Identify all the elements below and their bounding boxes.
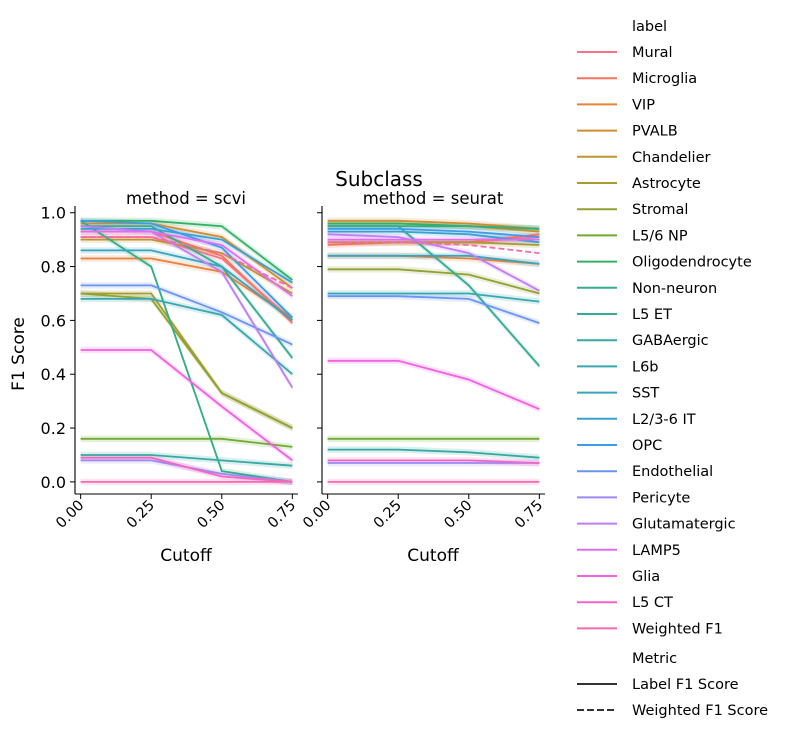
ci-band <box>327 228 540 246</box>
legend-label: L2/3-6 IT <box>632 412 696 428</box>
series-line <box>327 295 540 324</box>
legend-label: OPC <box>632 438 662 454</box>
panel-title-seurat: method = seurat <box>363 189 504 208</box>
legend-label: Endothelial <box>632 464 713 480</box>
y-tick-label: 0.4 <box>41 365 66 384</box>
legend-label: SST <box>632 386 659 402</box>
legend-label: L5 CT <box>632 595 673 611</box>
panel-scvi: 0.0 0.2 0.4 0.6 0.8 1.0 0.00 0.25 0.50 0.75 <box>41 204 300 532</box>
x-axis-label-seurat: Cutoff <box>407 546 460 566</box>
ci-band <box>80 451 293 469</box>
series-line <box>327 292 540 303</box>
series-line <box>327 448 540 459</box>
series-line <box>80 219 294 319</box>
legend-label: Glia <box>632 569 660 585</box>
legend-style-title: Metric <box>632 651 677 667</box>
series-line <box>327 268 540 295</box>
legend-label: PVALB <box>632 124 678 140</box>
legend: label Mural Microglia VIP PVALB Chandelier As… <box>577 19 768 719</box>
series-line <box>80 297 293 375</box>
series-line <box>327 359 540 411</box>
x-tick-label: 0.75 <box>265 498 299 532</box>
x-tick-label: 0.25 <box>371 498 405 532</box>
x-tick-label: 0.50 <box>194 498 228 532</box>
y-tick-label: 0.8 <box>41 258 66 277</box>
legend-style-label-solid: Label F1 Score <box>632 677 739 693</box>
series-line <box>80 292 293 429</box>
y-tick-label: 0.6 <box>41 311 66 330</box>
series-line <box>80 249 293 322</box>
legend-hue-title: label <box>632 19 667 35</box>
panel-title-scvi: method = scvi <box>126 189 246 208</box>
y-tick-label: 0.0 <box>41 473 66 492</box>
figure-title: Subclass <box>335 167 423 191</box>
series-line <box>80 456 293 483</box>
legend-label: Oligodendrocyte <box>632 255 752 271</box>
series-line <box>327 241 540 246</box>
legend-label: L5 ET <box>632 307 672 323</box>
panel-seurat: 0.00 0.25 0.50 0.75 <box>300 206 546 532</box>
series-line <box>327 227 540 238</box>
legend-label: Astrocyte <box>632 176 701 192</box>
series-line <box>327 254 540 265</box>
series-line <box>327 459 540 464</box>
series-line <box>80 225 294 389</box>
legend-label: Mural <box>632 45 673 61</box>
legend-label: Glutamatergic <box>632 517 736 533</box>
ci-band <box>80 247 293 324</box>
legend-label: L6b <box>632 359 659 375</box>
ci-band <box>80 290 293 432</box>
series-line <box>80 257 293 319</box>
series-line <box>80 219 293 281</box>
y-tick-label: 1.0 <box>41 204 66 223</box>
series-line <box>80 437 293 448</box>
ci-band <box>80 228 293 300</box>
series-line <box>327 230 540 244</box>
legend-style-label-dashed: Weighted F1 Score <box>632 703 768 719</box>
x-tick-label: 0.50 <box>441 498 475 532</box>
x-tick-label: 0.25 <box>124 498 158 532</box>
x-tick-label: 0.00 <box>300 498 334 532</box>
legend-label: Pericyte <box>632 490 690 506</box>
series-line <box>80 454 293 467</box>
ci-band <box>80 295 293 378</box>
x-tick-label: 0.75 <box>512 498 546 532</box>
ci-band <box>327 231 540 294</box>
series-line <box>80 222 293 289</box>
legend-label: Microglia <box>632 71 697 87</box>
legend-label: LAMP5 <box>632 543 681 559</box>
legend-label: Chandelier <box>632 150 710 166</box>
weighted-f1-score-line <box>80 236 293 289</box>
legend-label: Non-neuron <box>632 281 717 297</box>
legend-label: VIP <box>632 97 655 113</box>
ci-band <box>327 357 540 413</box>
series-line <box>327 219 540 230</box>
ci-band <box>80 217 293 284</box>
y-tick-label: 0.2 <box>41 419 66 438</box>
x-axis-label-scvi: Cutoff <box>160 546 213 566</box>
series-line <box>80 349 293 462</box>
legend-label: L5/6 NP <box>632 228 688 244</box>
series-line <box>80 220 293 483</box>
legend-label: Stromal <box>632 202 688 218</box>
legend-label: Weighted F1 <box>632 621 723 637</box>
x-tick-label: 0.00 <box>53 498 87 532</box>
series-line <box>80 225 294 359</box>
legend-label: GABAergic <box>632 333 709 349</box>
series-line <box>327 233 540 292</box>
y-axis-label: F1 Score <box>9 317 29 391</box>
ci-band <box>327 457 540 467</box>
weighted-f1-score-line <box>327 241 540 254</box>
